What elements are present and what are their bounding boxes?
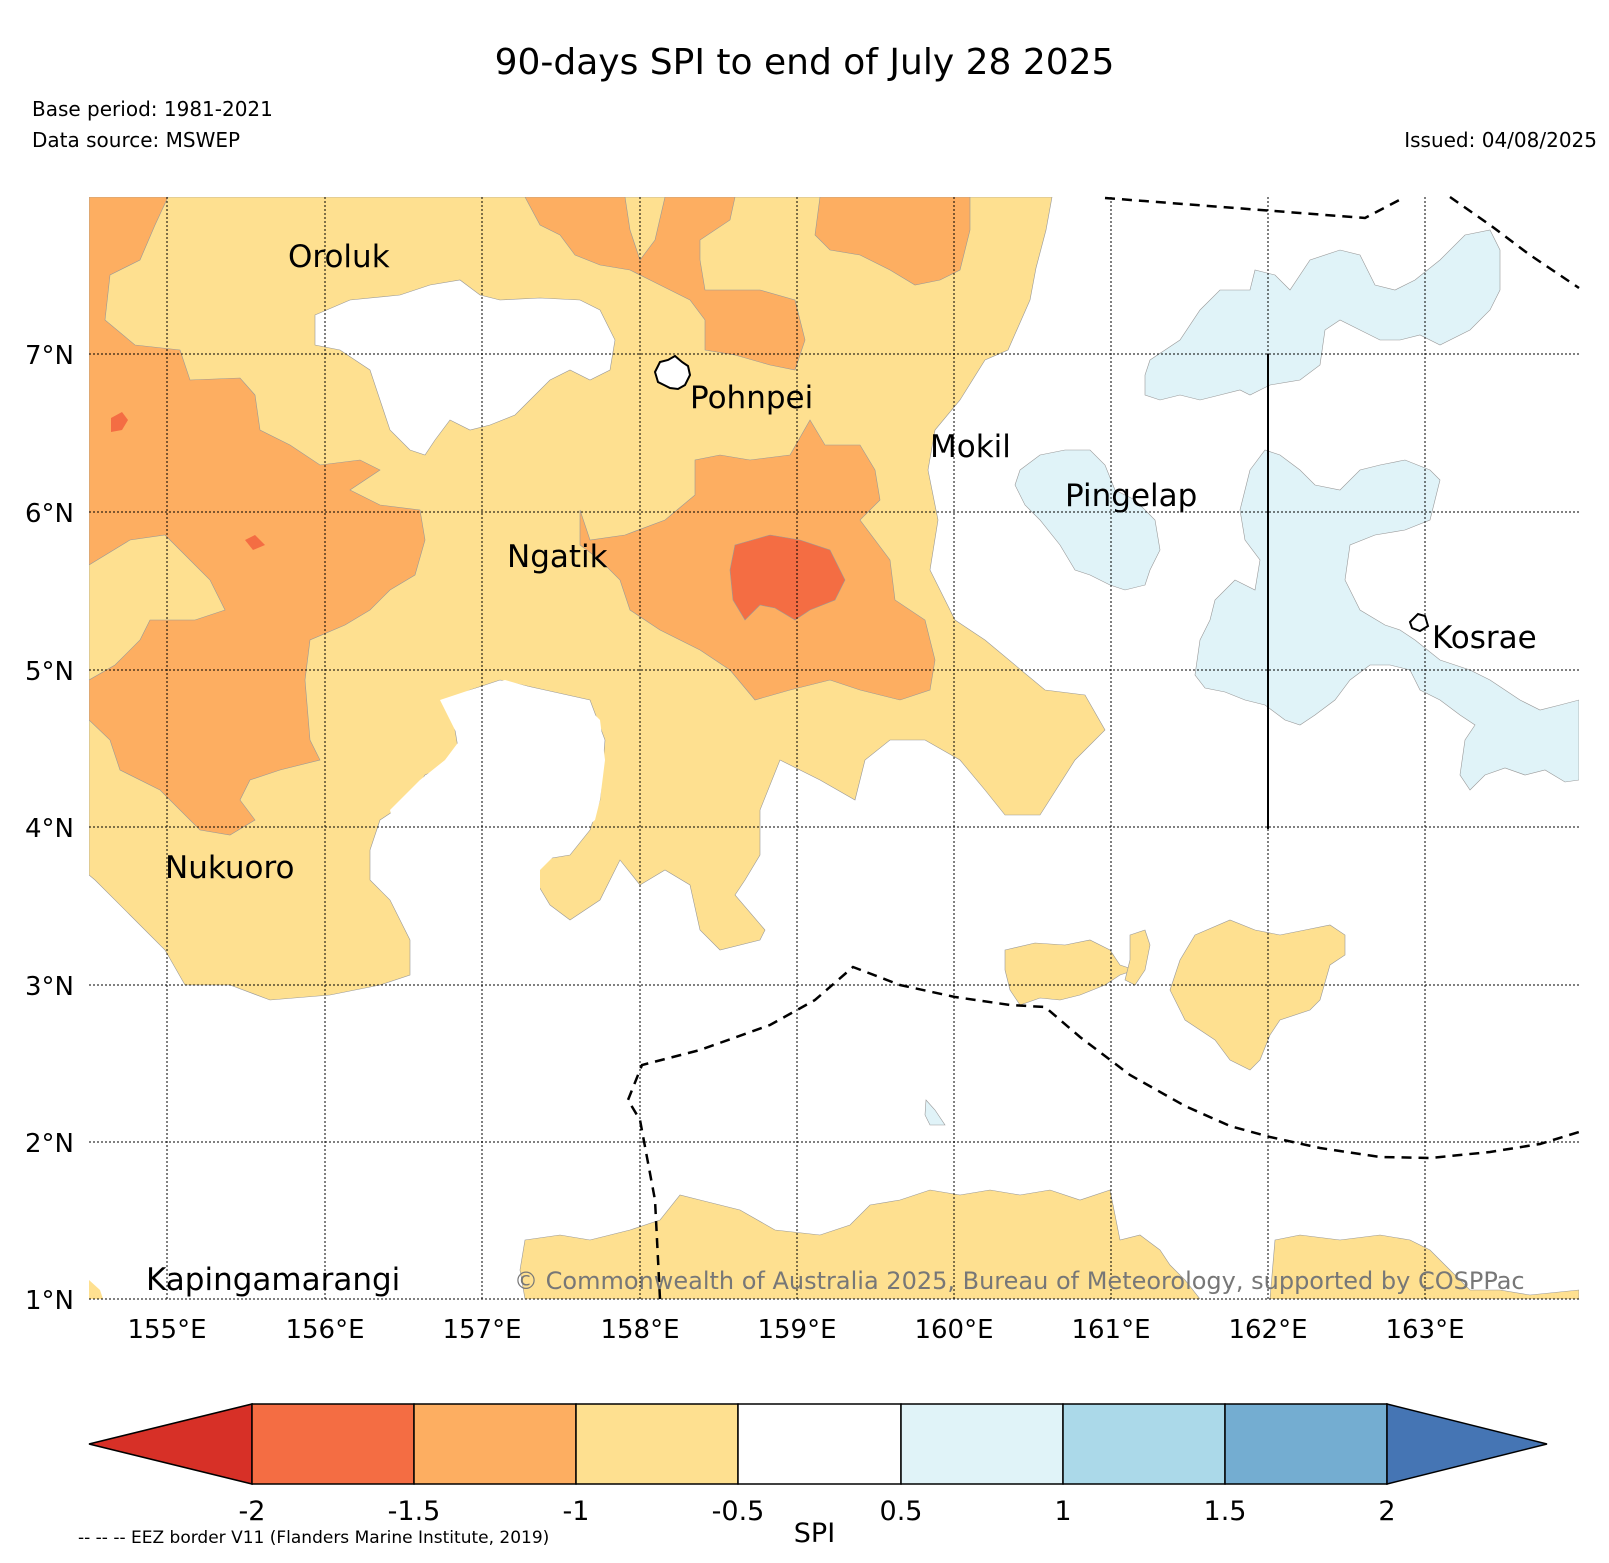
- spi-region-mild-wet-east: [1194, 449, 1579, 791]
- place-kapingamarangi: Kapingamarangi: [146, 1262, 400, 1298]
- place-mokil: Mokil: [930, 429, 1011, 465]
- base-period: Base period: 1981-2021: [32, 97, 273, 121]
- lon-tick-160e: 160°E: [914, 1315, 993, 1345]
- spi-region-mild-dry-se1: [1004, 939, 1136, 1006]
- colorbar-label: SPI: [793, 1518, 836, 1549]
- issued-date: Issued: 04/08/2025: [1404, 128, 1597, 152]
- eez-border: [626, 195, 1580, 1300]
- spi-region-mild-wet-pingelap: [1014, 449, 1161, 591]
- spi-region-mild-dry-se3: [1169, 919, 1346, 1071]
- colorbar-segment-3: [575, 1403, 739, 1485]
- lon-tick-156e: 156°E: [285, 1315, 364, 1345]
- colorbar-segment-4: [737, 1403, 902, 1485]
- colorbar-tick: 1: [1054, 1496, 1071, 1527]
- copyright-text: © Commonwealth of Australia 2025, Bureau…: [514, 1267, 1525, 1295]
- spi-region-severe-dry-core: [729, 534, 846, 621]
- spi-region-severe-dry-spot1: [111, 412, 128, 432]
- place-pohnpei: Pohnpei: [690, 380, 813, 416]
- lon-tick-labels: 155°E 156°E 157°E 158°E 159°E 160°E 161°…: [127, 1315, 1464, 1345]
- lat-tick-4n: 4°N: [25, 814, 74, 844]
- colorbar-extend-low: [88, 1403, 253, 1485]
- lon-tick-157e: 157°E: [442, 1315, 521, 1345]
- lat-tick-1n: 1°N: [25, 1286, 74, 1316]
- place-labels: Oroluk Pohnpei Mokil Pingelap Ngatik Kos…: [146, 239, 1537, 1298]
- spi-region-mild-dry-se2: [1124, 929, 1151, 986]
- lat-tick-3n: 3°N: [25, 972, 74, 1002]
- spi-region-mild-dry: [89, 197, 1106, 1001]
- place-ngatik: Ngatik: [507, 539, 608, 575]
- spi-region-normal-north: [314, 279, 616, 456]
- place-kosrae: Kosrae: [1432, 620, 1537, 656]
- colorbar-segment-6: [1062, 1403, 1226, 1485]
- lon-tick-163e: 163°E: [1385, 1315, 1464, 1345]
- lon-tick-155e: 155°E: [127, 1315, 206, 1345]
- colorbar-tick: 0.5: [880, 1496, 923, 1527]
- spi-region-normal-south: [390, 680, 605, 920]
- data-source: Data source: MSWEP: [32, 128, 241, 152]
- lat-tick-2n: 2°N: [25, 1129, 74, 1159]
- place-oroluk: Oroluk: [288, 239, 390, 275]
- spi-region-moderate-dry-west: [89, 197, 426, 836]
- lon-tick-161e: 161°E: [1071, 1315, 1150, 1345]
- lon-tick-162e: 162°E: [1228, 1315, 1307, 1345]
- colorbar-tick: 1.5: [1204, 1496, 1247, 1527]
- pohnpei-island: [653, 354, 692, 391]
- spi-region-moderate-dry-north2: [814, 197, 971, 286]
- spi-region-mild-dry-sw: [89, 1280, 103, 1299]
- lon-tick-159e: 159°E: [757, 1315, 836, 1345]
- colorbar-segment-2: [413, 1403, 577, 1485]
- colorbar: -2 -1.5 -1 -0.5 0.5 1 1.5 2: [88, 1403, 1548, 1527]
- spi-region-moderate-dry-north1: [524, 197, 806, 371]
- colorbar-segment-1: [251, 1403, 415, 1485]
- colorbar-segment-5: [900, 1403, 1064, 1485]
- colorbar-tick: 2: [1378, 1496, 1395, 1527]
- kosrae-island: [1408, 612, 1430, 633]
- spi-region-severe-dry-spot2: [245, 535, 265, 550]
- place-pingelap: Pingelap: [1065, 478, 1197, 514]
- colorbar-tick: -0.5: [712, 1496, 765, 1527]
- lat-tick-6n: 6°N: [25, 499, 74, 529]
- lat-tick-labels: 7°N 6°N 5°N 4°N 3°N 2°N 1°N: [25, 341, 74, 1316]
- colorbar-tick: -1: [563, 1496, 590, 1527]
- spi-fill-layer: [89, 197, 1579, 1299]
- spi-region-mild-wet-south-spot: [924, 1099, 946, 1126]
- colorbar-tick: -1.5: [388, 1496, 441, 1527]
- chart-title: 90-days SPI to end of July 28 2025: [494, 42, 1115, 83]
- lon-tick-158e: 158°E: [600, 1315, 679, 1345]
- eez-legend-note: -- -- -- EEZ border V11 (Flanders Marine…: [78, 1528, 550, 1548]
- spi-region-mild-wet-ne: [1144, 229, 1501, 401]
- spi-region-mild-dry-south1: [519, 1189, 1201, 1299]
- colorbar-tick: -2: [239, 1496, 266, 1527]
- spi-region-mild-dry-bay: [89, 534, 226, 681]
- colorbar-segment-7: [1224, 1403, 1388, 1485]
- lat-tick-5n: 5°N: [25, 657, 74, 687]
- lat-tick-7n: 7°N: [25, 341, 74, 371]
- colorbar-extend-high: [1386, 1403, 1548, 1485]
- place-nukuoro: Nukuoro: [165, 850, 294, 886]
